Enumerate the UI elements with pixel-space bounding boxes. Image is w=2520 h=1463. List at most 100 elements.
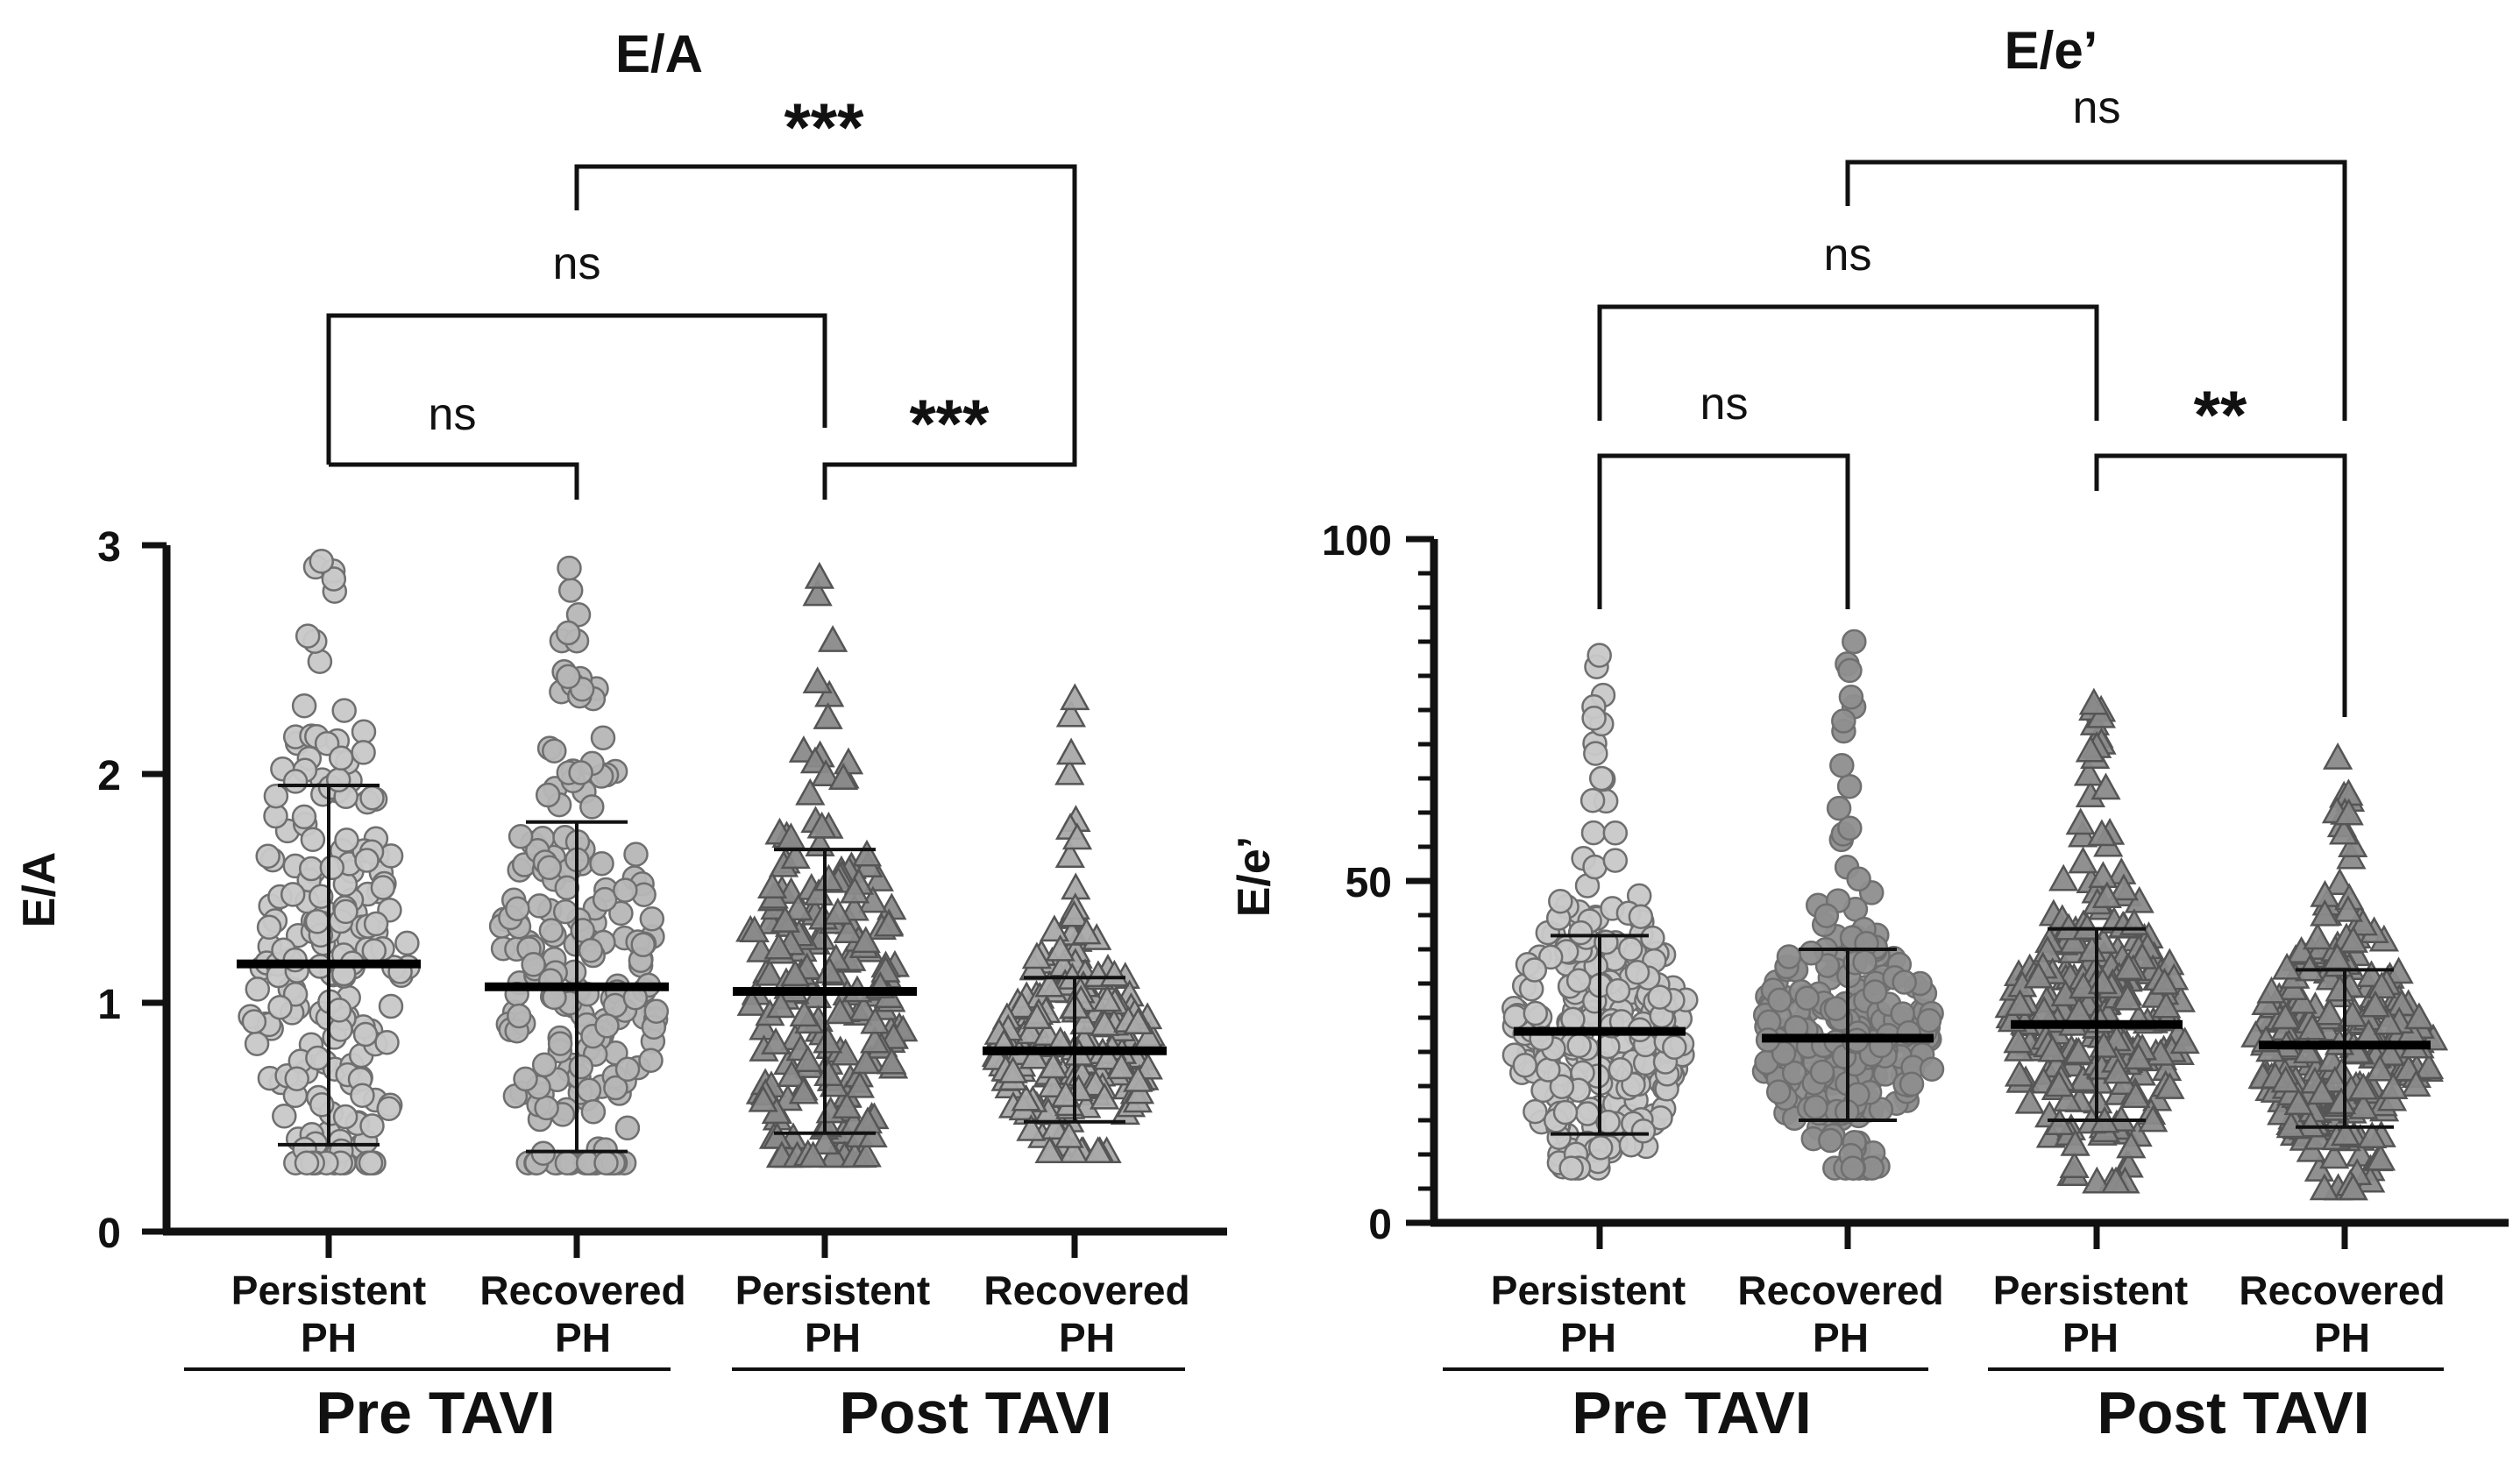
chart-ea: E/A E/A 0 1 2 3 Persistent PH Recovered … bbox=[14, 25, 1227, 1446]
data-point bbox=[850, 1047, 881, 1075]
data-point bbox=[2088, 861, 2119, 889]
data-point bbox=[2102, 1056, 2133, 1084]
significance-label: ns bbox=[2073, 82, 2121, 133]
data-point bbox=[2003, 1026, 2034, 1054]
data-point bbox=[263, 783, 289, 809]
data-point bbox=[2060, 1128, 2091, 1156]
data-point bbox=[2086, 819, 2118, 847]
data-point bbox=[256, 914, 282, 941]
data-point bbox=[825, 997, 855, 1025]
data-point bbox=[333, 898, 358, 925]
data-point bbox=[809, 1127, 841, 1155]
data-point bbox=[839, 876, 870, 904]
data-point bbox=[272, 1104, 297, 1129]
data-point bbox=[1809, 1059, 1835, 1085]
data-point bbox=[1640, 925, 1665, 951]
data-point bbox=[1006, 991, 1037, 1019]
data-point bbox=[2325, 1087, 2357, 1115]
data-point bbox=[1038, 1051, 1068, 1079]
data-point bbox=[2004, 1059, 2035, 1087]
y-tick-label: 1 bbox=[97, 982, 121, 1028]
data-point bbox=[359, 785, 385, 811]
data-point bbox=[508, 824, 534, 849]
data-point bbox=[1092, 984, 1123, 1012]
data-point bbox=[1058, 1136, 1090, 1163]
data-point bbox=[300, 827, 326, 853]
data-point bbox=[1602, 820, 1629, 846]
data-point bbox=[1582, 854, 1608, 880]
data-point bbox=[1899, 1071, 1925, 1097]
data-point bbox=[1565, 968, 1592, 993]
data-point bbox=[2306, 1077, 2338, 1105]
y-tick-label: 3 bbox=[97, 524, 121, 571]
data-point bbox=[321, 566, 347, 592]
data-point bbox=[554, 875, 580, 901]
data-point bbox=[535, 782, 561, 808]
y-axis-label: E/e’ bbox=[1229, 836, 1280, 918]
y-tick-label: 2 bbox=[97, 753, 121, 799]
significance-label: *** bbox=[909, 385, 990, 462]
data-point bbox=[2043, 1069, 2075, 1097]
data-point bbox=[295, 623, 321, 649]
data-point bbox=[2338, 1173, 2368, 1201]
data-point bbox=[590, 725, 616, 751]
data-point bbox=[844, 1070, 876, 1098]
x-category-label: PH bbox=[805, 1315, 861, 1360]
data-point bbox=[2330, 1119, 2361, 1147]
x-category-label: Recovered bbox=[983, 1268, 1189, 1313]
data-point bbox=[1083, 1136, 1113, 1163]
data-point bbox=[806, 811, 837, 839]
data-point bbox=[552, 898, 579, 925]
data-point bbox=[592, 886, 618, 913]
data-point bbox=[1628, 904, 1654, 929]
data-point bbox=[579, 794, 605, 820]
data-point bbox=[997, 1055, 1028, 1083]
data-point bbox=[2076, 934, 2107, 962]
data-point bbox=[305, 1045, 330, 1071]
data-point bbox=[1574, 1101, 1601, 1126]
data-point bbox=[789, 999, 820, 1027]
data-point bbox=[639, 906, 665, 932]
data-point bbox=[1846, 866, 1871, 892]
data-point bbox=[1583, 741, 1608, 766]
data-point bbox=[1015, 1017, 1046, 1045]
x-category-label: Persistent bbox=[1993, 1268, 2188, 1313]
data-point bbox=[1054, 1120, 1084, 1148]
data-point bbox=[2091, 881, 2122, 909]
data-point bbox=[2037, 1034, 2068, 1062]
data-point bbox=[1831, 708, 1856, 734]
data-point bbox=[328, 745, 354, 771]
significance-bracket bbox=[1597, 304, 2099, 421]
data-point bbox=[1837, 815, 1863, 842]
data-point bbox=[2065, 807, 2096, 835]
data-point bbox=[298, 856, 324, 882]
data-point bbox=[2401, 1069, 2431, 1097]
data-point bbox=[2149, 967, 2180, 995]
data-point bbox=[1045, 934, 1075, 962]
data-point bbox=[1092, 1042, 1123, 1070]
data-point bbox=[1021, 941, 1053, 969]
x-category-label: PH bbox=[1560, 1315, 1616, 1360]
data-point bbox=[2270, 1065, 2301, 1093]
data-point bbox=[1842, 629, 1867, 655]
data-point bbox=[2322, 742, 2353, 770]
data-point bbox=[557, 555, 582, 581]
data-point bbox=[1568, 920, 1594, 946]
data-point bbox=[2120, 1081, 2151, 1109]
data-point bbox=[736, 989, 767, 1016]
data-point bbox=[603, 1075, 628, 1101]
data-point bbox=[799, 746, 831, 774]
data-point bbox=[361, 938, 387, 963]
data-point bbox=[763, 932, 794, 960]
data-point bbox=[1602, 848, 1629, 873]
data-point bbox=[2078, 687, 2110, 715]
data-point bbox=[245, 977, 271, 1002]
data-point bbox=[2059, 1151, 2090, 1178]
significance-bracket bbox=[822, 430, 1077, 500]
data-point bbox=[614, 1056, 641, 1083]
data-point bbox=[282, 769, 309, 794]
data-point bbox=[1765, 1079, 1792, 1104]
group-label-pre-tavi: Pre TAVI bbox=[316, 1380, 555, 1446]
data-point bbox=[795, 778, 826, 806]
data-point bbox=[798, 1140, 828, 1168]
